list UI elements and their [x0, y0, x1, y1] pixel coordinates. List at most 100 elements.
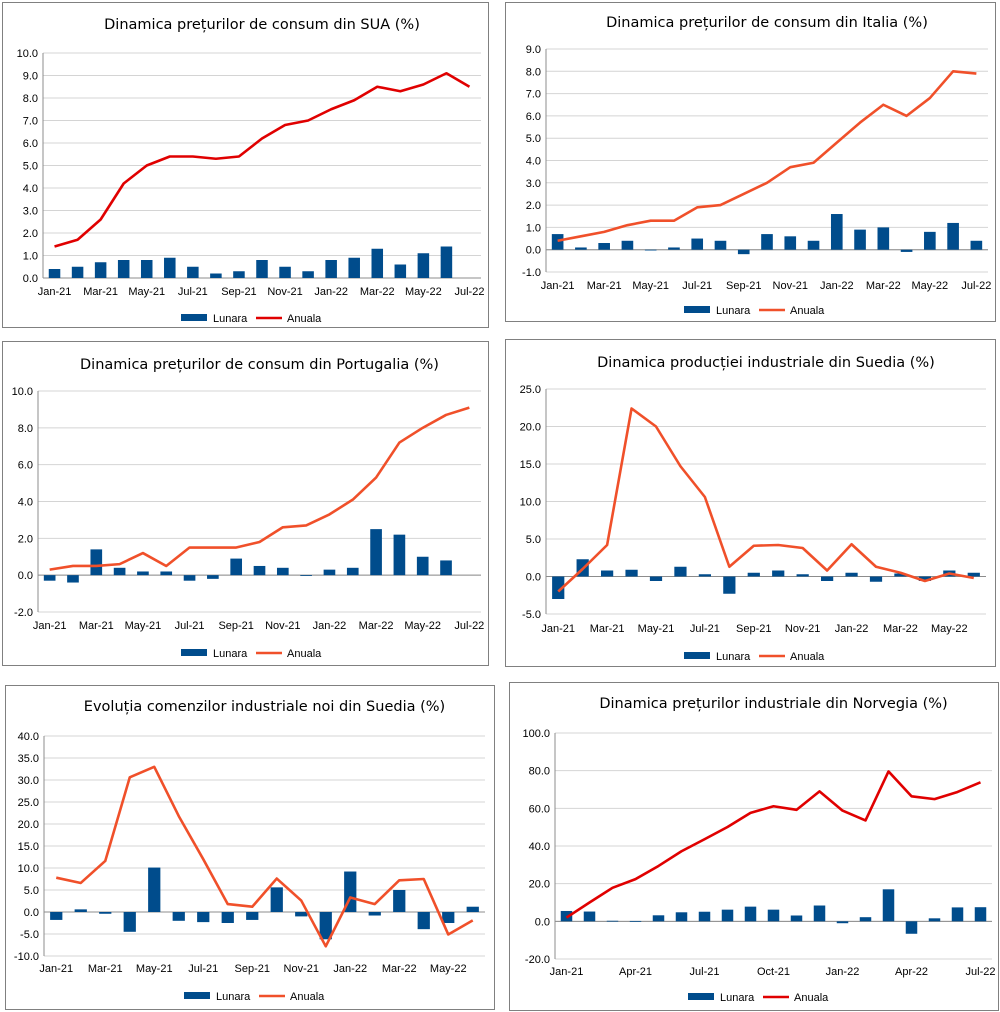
- x-tick-label: Jul-21: [682, 280, 712, 292]
- y-tick-label: 2.0: [18, 533, 33, 545]
- bar-lunara-apr-21: [123, 912, 136, 932]
- bar-lunara-jun-21: [675, 912, 688, 922]
- bar-lunara-oct-21: [761, 234, 773, 250]
- y-tick-label: 10.0: [12, 386, 33, 398]
- legend-label-lunara: Lunara: [716, 651, 751, 663]
- x-tick-label: Jan-22: [314, 286, 348, 298]
- bar-lunara-oct-21: [256, 260, 268, 278]
- bar-lunara-jul-21: [698, 574, 711, 577]
- bar-lunara-jun-21: [172, 912, 185, 921]
- bar-lunara-jul-21: [698, 911, 711, 922]
- legend: Lunara Anuala: [181, 313, 322, 325]
- x-tick-label: Apr-21: [619, 966, 652, 978]
- x-tick-label: Jan-21: [541, 280, 575, 292]
- legend-label-lunara: Lunara: [213, 648, 248, 660]
- bar-lunara-aug-21: [714, 240, 727, 250]
- chart-panel-usa-cpi: Dinamica prețurilor de consum din SUA (%…: [2, 2, 489, 328]
- y-tick-label: 0.0: [526, 572, 541, 584]
- line-anuala: [565, 770, 982, 919]
- y-tick-label: 2.0: [526, 200, 541, 212]
- legend: Lunara Anuala: [684, 305, 825, 317]
- bar-lunara-jun-21: [164, 257, 176, 278]
- chart-title: Dinamica prețurilor de consum din Portug…: [80, 357, 439, 373]
- y-tick-label: 5.0: [23, 161, 38, 173]
- chart-panel-sweden-new-orders: Evoluția comenzilor industriale noi din …: [5, 685, 495, 1010]
- legend-label-anuala: Anuala: [790, 305, 825, 317]
- x-tick-label: May-21: [136, 963, 173, 975]
- bar-lunara-jan-21: [48, 269, 61, 278]
- bar-lunara-feb-21: [575, 247, 587, 250]
- y-tick-label: 3.0: [526, 178, 541, 190]
- line-anuala: [557, 407, 975, 593]
- bar-lunara-may-22: [416, 556, 429, 576]
- bar-lunara-apr-22: [918, 576, 931, 581]
- legend-swatch-lunara: [684, 306, 710, 313]
- bar-lunara-apr-22: [417, 912, 430, 930]
- x-tick-label: Sep-21: [221, 286, 256, 298]
- x-tick-label: Jul-21: [175, 620, 205, 632]
- x-tick-label: Jul-21: [178, 286, 208, 298]
- bar-lunara-aug-21: [221, 912, 234, 923]
- y-tick-label: 0.0: [24, 907, 39, 919]
- chart-italy-cpi: Dinamica prețurilor de consum din Italia…: [522, 15, 991, 317]
- x-tick-label: Sep-21: [736, 623, 771, 635]
- bar-lunara-aug-21: [723, 576, 736, 594]
- bar-lunara-feb-22: [869, 576, 883, 582]
- chart-title: Dinamica prețurilor industriale din Norv…: [599, 696, 947, 712]
- chart-title: Dinamica producției industriale din Sued…: [597, 355, 935, 371]
- bar-lunara-apr-21: [621, 240, 634, 250]
- bar-lunara-jun-22: [440, 246, 453, 278]
- bar-lunara-nov-21: [279, 266, 291, 278]
- legend: Lunara Anuala: [184, 991, 325, 1003]
- bar-lunara-apr-22: [393, 534, 406, 576]
- y-tick-label: 8.0: [18, 423, 33, 435]
- bar-lunara-jun-21: [160, 571, 173, 576]
- y-tick-label: 0.0: [526, 245, 541, 257]
- bar-lunara-jul-22: [970, 240, 983, 250]
- bar-lunara-jul-21: [691, 238, 704, 250]
- y-tick-label: 6.0: [526, 111, 541, 123]
- y-tick-label: 60.0: [529, 803, 550, 815]
- y-tick-label: 3.0: [23, 206, 38, 218]
- chart-panel-norway-producer-prices: Dinamica prețurilor industriale din Norv…: [509, 682, 999, 1011]
- bar-lunara-oct-21: [767, 909, 780, 922]
- legend-swatch-lunara: [684, 652, 710, 659]
- bar-lunara-dec-21: [302, 271, 314, 278]
- bar-lunara-nov-21: [784, 236, 797, 250]
- y-tick-label: 15.0: [520, 459, 541, 471]
- x-tick-label: Nov-21: [265, 620, 300, 632]
- bar-lunara-mar-22: [393, 890, 406, 912]
- bar-lunara-jul-21: [183, 575, 196, 581]
- bar-lunara-feb-21: [583, 911, 596, 922]
- bar-lunara-jan-21: [552, 576, 565, 599]
- x-tick-label: Jan-22: [835, 623, 869, 635]
- x-tick-label: Jan-21: [39, 963, 73, 975]
- y-tick-label: 10.0: [18, 863, 39, 875]
- y-tick-label: 2.0: [23, 228, 38, 240]
- bar-lunara-jan-22: [845, 572, 858, 577]
- bar-lunara-mar-22: [370, 529, 382, 576]
- chart-title: Dinamica prețurilor de consum din Italia…: [606, 15, 928, 31]
- x-tick-label: Jul-22: [961, 280, 991, 292]
- line-anuala: [54, 71, 471, 248]
- bar-lunara-nov-21: [790, 915, 803, 922]
- y-tick-label: 10.0: [520, 497, 541, 509]
- x-tick-label: Apr-22: [895, 966, 928, 978]
- bar-lunara-jan-21: [50, 912, 63, 920]
- y-tick-label: 80.0: [529, 766, 550, 778]
- x-tick-label: Sep-21: [235, 963, 270, 975]
- bar-lunara-jun-21: [674, 566, 687, 577]
- chart-portugal-cpi: Dinamica prețurilor de consum din Portug…: [12, 357, 485, 660]
- bar-lunara-mar-21: [606, 920, 619, 922]
- y-tick-label: 20.0: [18, 819, 39, 831]
- chart-panel-sweden-industrial-production: Dinamica producției industriale din Sued…: [505, 339, 996, 667]
- bar-lunara-may-22: [928, 918, 941, 922]
- y-tick-label: -20.0: [525, 954, 550, 966]
- bar-lunara-mar-22: [877, 227, 890, 250]
- legend-label-lunara: Lunara: [716, 305, 751, 317]
- bar-lunara-nov-21: [295, 912, 308, 917]
- bar-lunara-feb-21: [74, 909, 87, 912]
- bar-lunara-dec-21: [821, 576, 834, 581]
- x-tick-label: Jul-22: [454, 620, 484, 632]
- x-tick-label: Jul-22: [454, 286, 484, 298]
